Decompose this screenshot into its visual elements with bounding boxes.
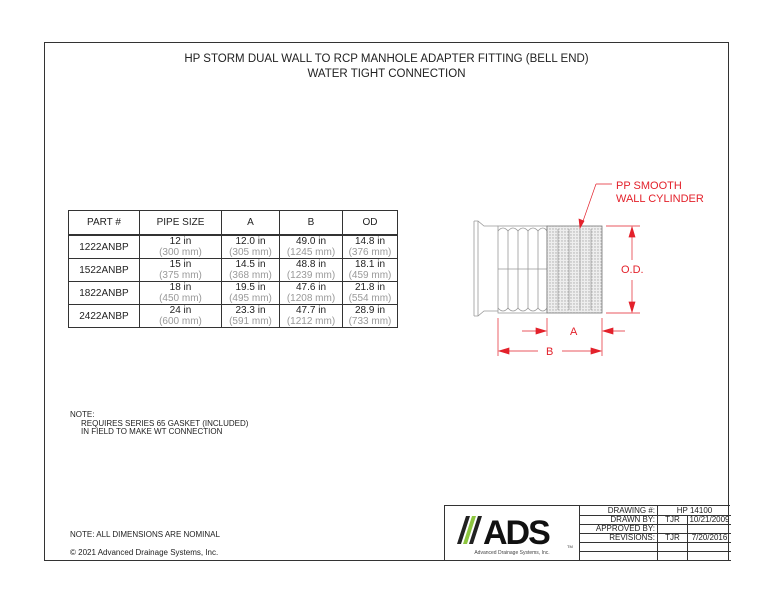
value-in: 18 in	[169, 282, 192, 293]
value-in: 12.0 in	[235, 236, 266, 247]
cell-pipe: 15 in (375 mm)	[139, 258, 222, 282]
svg-text:TM: TM	[567, 544, 573, 549]
drawing-label: DRAWING #:	[579, 506, 658, 515]
value-mm: (375 mm)	[159, 270, 202, 281]
value-in: 47.6 in	[295, 282, 327, 293]
value-in: 21.8 in	[354, 282, 386, 293]
value-in: 18.1 in	[354, 259, 386, 270]
b-label: B	[546, 346, 553, 358]
value-in: 2422ANBP	[79, 310, 129, 322]
cell-od: 28.9 in (733 mm)	[342, 304, 398, 328]
value-in: 12 in	[169, 236, 192, 247]
a-label: A	[570, 326, 578, 338]
value-in: 23.3 in	[235, 305, 266, 316]
row-drawing-number: DRAWING #: HP 14100	[579, 506, 731, 516]
row-approved-by: APPROVED BY:	[579, 524, 731, 534]
value-mm: (450 mm)	[159, 293, 202, 304]
od-label: O.D.	[621, 264, 644, 276]
row-blank-1	[579, 542, 731, 552]
value-in: 14.8 in	[354, 236, 386, 247]
value-mm: (554 mm)	[348, 293, 392, 304]
value-in: 14.5 in	[235, 259, 266, 270]
callout-line1: PP SMOOTH	[616, 180, 682, 192]
value-mm: (1245 mm)	[286, 247, 336, 258]
value-in: 49.0 in	[295, 236, 327, 247]
value-in: 15 in	[169, 259, 192, 270]
pipe-outline	[473, 220, 602, 317]
revisions-label: REVISIONS:	[579, 533, 658, 542]
table-header: PART # PIPE SIZE A B OD	[68, 210, 398, 236]
cell-b: 47.6 in (1208 mm)	[279, 281, 343, 305]
value-in: 1222ANBP	[79, 241, 129, 253]
revision-by: TJR	[658, 533, 688, 542]
cell-a: 14.5 in (368 mm)	[221, 258, 280, 282]
cell-a: 23.3 in (591 mm)	[221, 304, 280, 328]
value-in: 1822ANBP	[79, 287, 129, 299]
callout-line2: WALL CYLINDER	[616, 193, 704, 205]
note-line2: IN FIELD TO MAKE WT CONNECTION	[81, 427, 223, 436]
cell-od: 18.1 in (459 mm)	[342, 258, 398, 282]
smooth-wall-cylinder	[546, 225, 603, 314]
cell-od: 14.8 in (376 mm)	[342, 234, 398, 259]
value-mm: (495 mm)	[229, 293, 272, 304]
svg-text:ADS: ADS	[483, 514, 550, 552]
approved-label: APPROVED BY:	[579, 524, 658, 533]
note-heading: NOTE:	[70, 410, 95, 419]
row-revisions: REVISIONS: TJR 7/20/2016	[579, 533, 731, 543]
value-mm: (733 mm)	[348, 316, 392, 327]
value-in: 24 in	[169, 305, 192, 316]
drawing-number: HP 14100	[676, 506, 713, 515]
value-mm: (591 mm)	[229, 316, 272, 327]
cell-part: 2422ANBP	[68, 304, 140, 328]
row-drawn-by: DRAWN BY: TJR 10/21/2009	[579, 515, 731, 525]
table-row: 1822ANBP 18 in (450 mm) 19.5 in (495 mm) 47.6…	[68, 281, 398, 305]
value-mm: (1239 mm)	[286, 270, 336, 281]
drawing-frame	[44, 42, 729, 561]
note-line1: REQUIRES SERIES 65 GASKET (INCLUDED)	[81, 419, 249, 428]
value-in: 48.8 in	[295, 259, 327, 270]
value-in: 28.9 in	[354, 305, 386, 316]
row-blank-2	[579, 551, 731, 561]
cell-pipe: 24 in (600 mm)	[139, 304, 222, 328]
drawing-subtitle: WATER TIGHT CONNECTION	[307, 68, 466, 80]
cell-b: 49.0 in (1245 mm)	[279, 234, 343, 259]
drawn-by: TJR	[658, 515, 688, 524]
svg-text:Advanced Drainage Systems, Inc: Advanced Drainage Systems, Inc.	[474, 550, 549, 556]
value-mm: (305 mm)	[229, 247, 272, 258]
col-b: B	[279, 210, 343, 236]
drawn-label: DRAWN BY:	[579, 515, 658, 524]
table-row: 2422ANBP 24 in (600 mm) 23.3 in (591 mm) 47.7…	[68, 304, 398, 328]
value-mm: (300 mm)	[159, 247, 202, 258]
value-mm: (368 mm)	[229, 270, 272, 281]
value-mm: (1212 mm)	[286, 316, 336, 327]
value-mm: (600 mm)	[159, 316, 202, 327]
dimensions-table: PART # PIPE SIZE A B OD 1222ANBP 12 in (30…	[68, 210, 398, 328]
cell-part: 1822ANBP	[68, 281, 140, 305]
table-row: 1522ANBP 15 in (375 mm) 14.5 in (368 mm) 48.8…	[68, 258, 398, 282]
value-in: 19.5 in	[235, 282, 266, 293]
cell-pipe: 12 in (300 mm)	[139, 234, 222, 259]
drawing-title: HP STORM DUAL WALL TO RCP MANHOLE ADAPTE…	[184, 53, 589, 65]
col-od: OD	[342, 210, 398, 236]
dimension-lines	[497, 183, 640, 356]
note-nominal: NOTE: ALL DIMENSIONS ARE NOMINAL	[70, 530, 220, 539]
title-block: ADS TM Advanced Drainage Systems, Inc. D…	[444, 505, 731, 561]
ads-logo: ADS TM Advanced Drainage Systems, Inc.	[445, 506, 580, 561]
value-in: 47.7 in	[295, 305, 327, 316]
copyright: © 2021 Advanced Drainage Systems, Inc.	[70, 548, 219, 557]
value-in: 1522ANBP	[79, 264, 129, 276]
drawn-date: 10/21/2009	[689, 515, 730, 524]
revision-date: 7/20/2016	[691, 533, 728, 542]
value-mm: (376 mm)	[348, 247, 392, 258]
value-mm: (459 mm)	[348, 270, 392, 281]
cell-b: 47.7 in (1212 mm)	[279, 304, 343, 328]
value-mm: (1208 mm)	[286, 293, 336, 304]
